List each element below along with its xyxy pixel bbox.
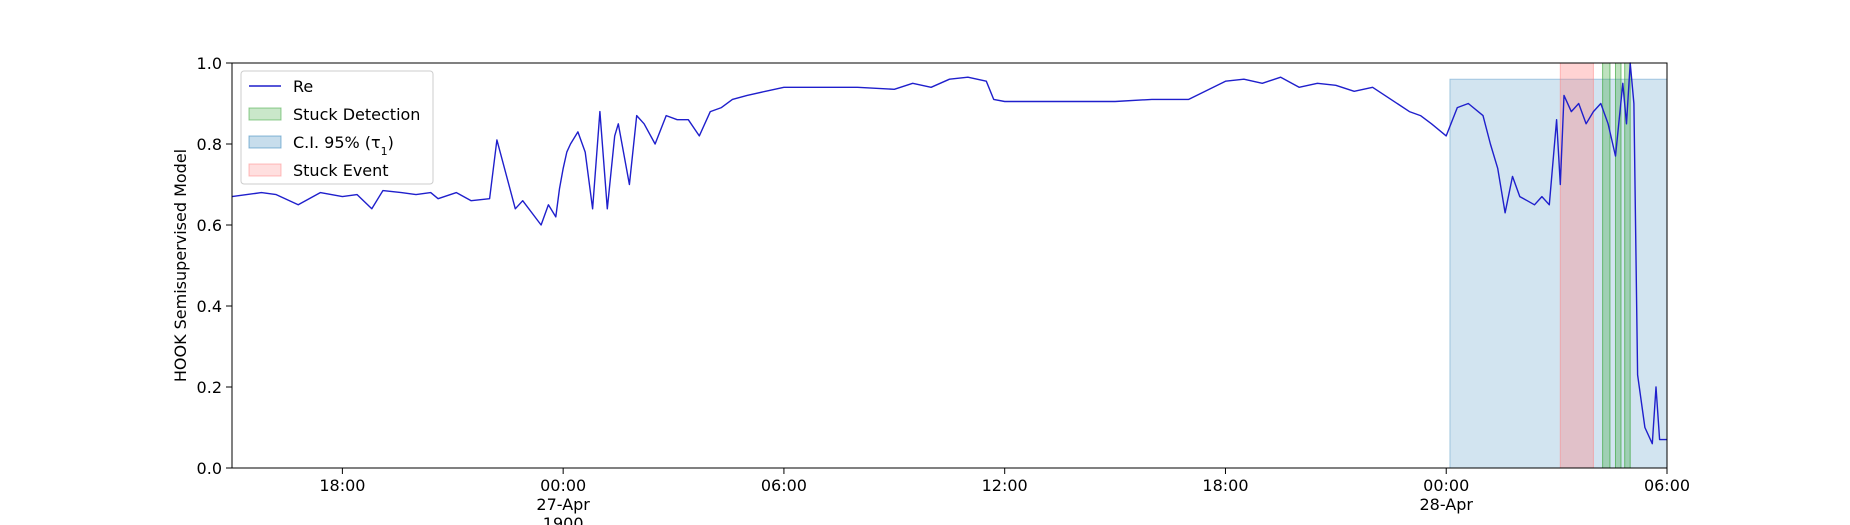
stuck-detection-region	[1624, 62, 1631, 469]
series-lines	[231, 62, 1667, 445]
x-tick-label: 18:00	[1202, 476, 1248, 495]
x-tick-date-label: 28-Apr	[1419, 495, 1473, 514]
x-tick-year-label: 1900	[543, 514, 584, 525]
stuck-event-region	[1559, 62, 1594, 469]
plot-frame	[231, 62, 1668, 469]
legend-entry-label: Stuck Event	[293, 161, 389, 180]
x-tick-date-label: 27-Apr	[536, 495, 590, 514]
legend-entry-label: Stuck Detection	[293, 105, 420, 124]
x-tick-label: 06:00	[1644, 476, 1690, 495]
y-tick-label: 0.8	[197, 135, 222, 154]
legend-swatch-patch	[248, 135, 282, 149]
y-tick-label: 0.2	[197, 378, 222, 397]
y-tick-label: 0.6	[197, 216, 222, 235]
x-tick-label: 00:00	[1423, 476, 1469, 495]
legend-entry-label: Re	[293, 77, 313, 96]
x-tick-label: 00:00	[540, 476, 586, 495]
y-axis-ticks: 0.0 0.2 0.4 0.6 0.8 1.0	[197, 54, 232, 478]
stuck-detection-region	[1602, 62, 1611, 469]
x-tick-label: 06:00	[761, 476, 807, 495]
series-line-re	[231, 62, 1667, 445]
y-tick-label: 1.0	[197, 54, 222, 73]
legend-swatch-patch	[248, 163, 282, 177]
x-tick-label: 12:00	[982, 476, 1028, 495]
y-tick-label: 0.0	[197, 459, 222, 478]
x-tick-label: 18:00	[319, 476, 365, 495]
legend-swatch-patch	[248, 107, 282, 121]
y-tick-label: 0.4	[197, 297, 222, 316]
legend-box	[240, 70, 434, 185]
y-axis-label: HOOK Semisupervised Model	[171, 149, 190, 382]
